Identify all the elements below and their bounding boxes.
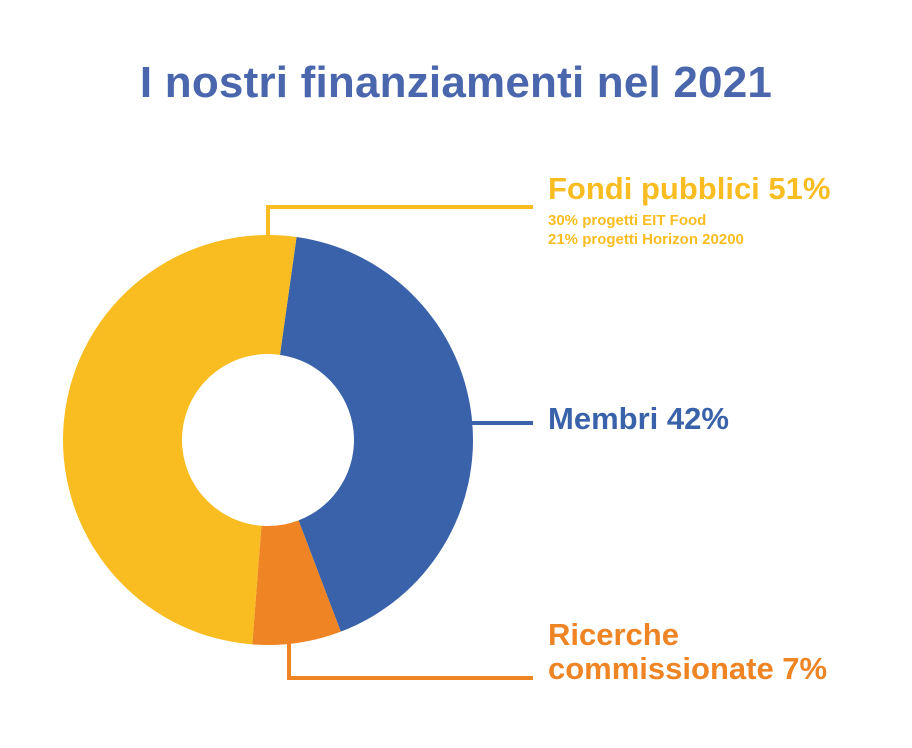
leader-line-fondi [266,205,533,240]
label-membri-title: Membri 42% [548,401,729,436]
label-ricerche-line-1: Ricerche [548,617,679,652]
label-membri: Membri 42% [548,402,729,436]
leader-line-ricerche [287,642,533,680]
leader-lines [266,205,533,680]
donut-slices [63,235,474,645]
label-ricerche-commissionate: Ricerche commissionate 7% [548,618,827,686]
label-fondi-pubblici: Fondi pubblici 51% 30% progetti EIT Food… [548,172,830,249]
label-fondi-pubblici-title: Fondi pubblici 51% [548,171,831,206]
donut-slice-membri [279,236,474,632]
chart-title: I nostri finanziamenti nel 2021 [139,58,773,107]
donut-slice-ricerche [252,520,341,645]
label-fondi-detail-horizon: 21% progetti Horizon 20200 [548,231,744,248]
label-ricerche-line-2: commissionate 7% [548,651,828,686]
label-fondi-detail-eit: 30% progetti EIT Food [548,212,707,229]
donut-slice-fondi [63,235,297,645]
